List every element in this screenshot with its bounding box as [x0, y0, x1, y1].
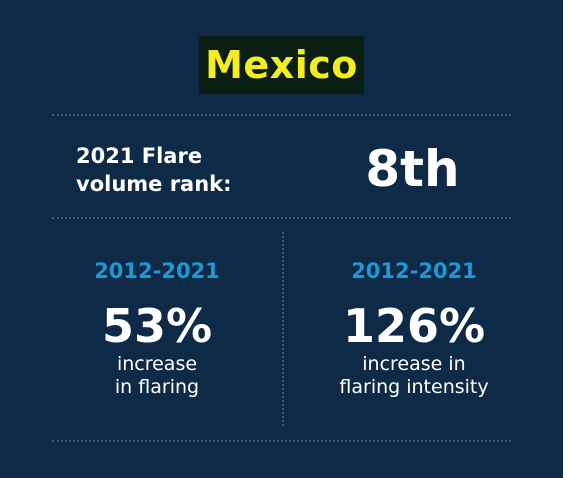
- rank-label-line2: volume rank:: [76, 172, 232, 196]
- rank-label-line1: 2021 Flare: [76, 144, 203, 168]
- stat-flaring-increase: 2012-2021 53% increase in flaring: [52, 256, 262, 400]
- divider-vertical: [282, 232, 284, 426]
- stat-value: 53%: [101, 299, 213, 353]
- stat-desc-line1: increase: [116, 353, 198, 375]
- title-wrapper: Mexico: [0, 36, 563, 94]
- divider-middle: [52, 217, 511, 219]
- stat-desc-line1: increase in: [362, 353, 466, 375]
- right-edge-strip: [563, 0, 568, 478]
- stat-period: 2012-2021: [94, 259, 220, 283]
- rank-value: 8th: [365, 140, 460, 198]
- stat-intensity-increase: 2012-2021 126% increase in flaring inten…: [300, 256, 528, 400]
- rank-label: 2021 Flare volume rank:: [76, 142, 266, 198]
- divider-bottom: [52, 440, 511, 442]
- country-title: Mexico: [199, 36, 364, 94]
- stat-value: 126%: [342, 299, 486, 353]
- stat-desc-line2: in flaring: [114, 376, 200, 398]
- divider-top: [52, 114, 511, 116]
- stat-period: 2012-2021: [351, 259, 477, 283]
- stat-desc-line2: flaring intensity: [339, 376, 489, 398]
